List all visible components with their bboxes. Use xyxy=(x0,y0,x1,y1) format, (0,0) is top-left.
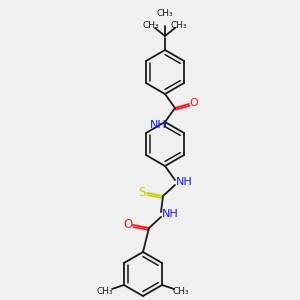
Text: O: O xyxy=(190,98,198,108)
Text: NH: NH xyxy=(150,120,166,130)
Text: NH: NH xyxy=(176,177,192,187)
Text: CH₃: CH₃ xyxy=(157,10,173,19)
Text: CH₃: CH₃ xyxy=(173,287,189,296)
Text: S: S xyxy=(138,185,146,199)
Text: O: O xyxy=(123,218,133,230)
Text: NH: NH xyxy=(162,209,178,219)
Text: CH₃: CH₃ xyxy=(97,287,113,296)
Text: CH₃: CH₃ xyxy=(143,22,159,31)
Text: CH₃: CH₃ xyxy=(171,22,187,31)
